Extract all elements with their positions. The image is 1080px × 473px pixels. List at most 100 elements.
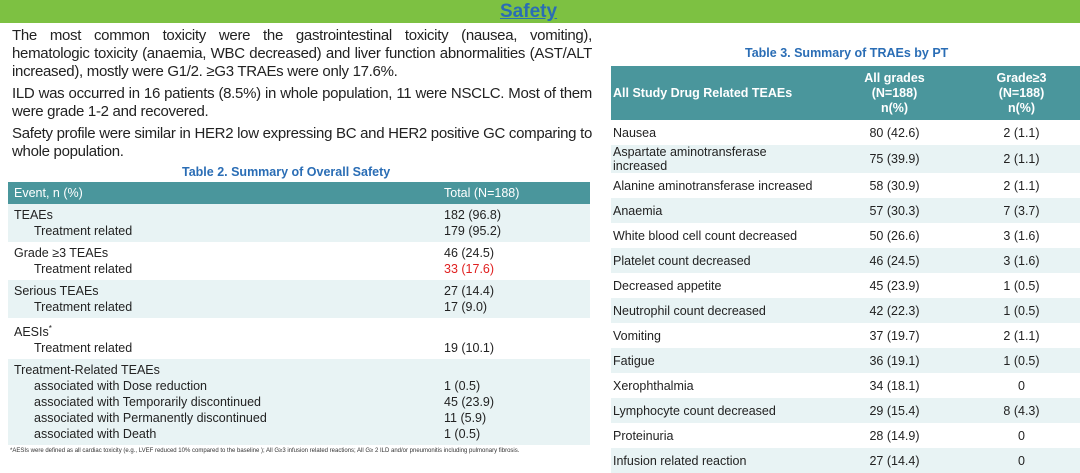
row-label-text: associated with Permanently discontinued: [34, 411, 267, 426]
preferred-term: Nausea: [613, 125, 657, 140]
row-label: Treatment-Related TEAEs: [8, 359, 438, 379]
traes-by-pt-table: All Study Drug Related TEAEs All grades (…: [611, 66, 1080, 473]
column-header: Event, n (%): [8, 182, 438, 204]
row-label-text: Treatment-Related TEAEs: [14, 363, 160, 378]
table-row: Platelet count decreased 46 (24.5) 3 (1.6): [611, 248, 1080, 273]
grade3-value: 8 (4.3): [963, 398, 1080, 423]
grade3-value: 0: [1018, 378, 1025, 393]
grade3-value: 2 (1.1): [1003, 125, 1040, 140]
table-row: Nausea 80 (42.6) 2 (1.1): [611, 120, 1080, 145]
row-value: 182 (96.8): [438, 204, 590, 223]
preferred-term: White blood cell count decreased: [613, 228, 798, 243]
all-grades-value: 46 (24.5): [826, 248, 963, 273]
table-row: Treatment related 17 (9.0): [8, 299, 590, 318]
row-label: Treatment related: [8, 261, 438, 280]
grade3-value: 7 (3.7): [963, 198, 1080, 223]
grade3-value: 2 (1.1): [963, 145, 1080, 173]
preferred-term: Xerophthalmia: [613, 378, 694, 393]
row-label: TEAEs: [8, 204, 438, 223]
summary-paragraph-2: ILD was occurred in 16 patients (8.5%) i…: [12, 85, 592, 120]
row-group: Grade ≥3 TEAEs 46 (24.5) Treatment related…: [8, 242, 590, 280]
row-group: Serious TEAEs 27 (14.4) Treatment related 1…: [8, 280, 590, 318]
all-grades-value: 42 (22.3): [826, 298, 963, 323]
all-grades-value: 58 (30.9): [869, 178, 920, 193]
grade3-value: 0: [963, 448, 1080, 473]
all-grades-value: 45 (23.9): [869, 278, 920, 293]
table-row: AESIs*: [8, 318, 590, 340]
preferred-term: Anaemia: [611, 198, 826, 223]
row-label-text: associated with Dose reduction: [34, 379, 208, 394]
table-row: Grade ≥3 TEAEs 46 (24.5): [8, 242, 590, 261]
column-header: All grades (N=188) n(%): [826, 66, 963, 120]
all-grades-value: 34 (18.1): [869, 378, 920, 393]
all-grades-value: 75 (39.9): [826, 145, 963, 173]
grade3-value: 2 (1.1): [1003, 178, 1040, 193]
table-row: Alanine aminotransferase increased 58 (30…: [611, 173, 1080, 198]
preferred-term: Vomiting: [613, 328, 661, 343]
grade3-value: 1 (0.5): [963, 298, 1080, 323]
title-banner: Safety: [0, 0, 1080, 23]
table-row: Treatment related 179 (95.2): [8, 223, 590, 242]
table-row: Fatigue 36 (19.1) 1 (0.5): [611, 348, 1080, 373]
table-row: Treatment related 33 (17.6): [8, 261, 590, 280]
table-row: White blood cell count decreased 50 (26.6…: [611, 223, 1080, 248]
table-row: associated with Temporarily discontinued…: [8, 394, 590, 411]
all-grades-value: 29 (15.4): [826, 398, 963, 423]
table3-caption: Table 3. Summary of TRAEs by PT: [745, 46, 949, 60]
table-row: associated with Dose reduction 1 (0.5): [8, 378, 590, 395]
row-label-text: associated with Death: [34, 427, 157, 442]
grade3-value: 1 (0.5): [963, 348, 1080, 373]
preferred-term: Proteinuria: [613, 428, 674, 443]
table-row: Proteinuria 28 (14.9) 0: [611, 423, 1080, 448]
grade3-value: 3 (1.6): [963, 248, 1080, 273]
left-column: The most common toxicity were the gastro…: [0, 27, 600, 455]
table2-caption: Table 2. Summary of Overall Safety: [182, 165, 391, 179]
preferred-term: Infusion related reaction: [611, 448, 826, 473]
footnote-marker: *: [48, 324, 52, 333]
row-label: associated with Temporarily discontinued: [8, 394, 438, 411]
row-label-text: Treatment related: [34, 341, 133, 356]
table-row: Lymphocyte count decreased 29 (15.4) 8 (4.…: [611, 398, 1080, 423]
all-grades-value: 80 (42.6): [869, 125, 920, 140]
preferred-term: Alanine aminotransferase increased: [613, 178, 813, 193]
table-row: Xerophthalmia 34 (18.1) 0: [611, 373, 1080, 398]
row-value: 17 (9.0): [438, 299, 590, 318]
row-label-text: AESIs: [14, 325, 49, 340]
table-row: Treatment related 19 (10.1): [8, 340, 590, 359]
table-row: Vomiting 37 (19.7) 2 (1.1): [611, 323, 1080, 348]
summary-paragraph-1: The most common toxicity were the gastro…: [12, 27, 592, 80]
row-group: Treatment-Related TEAEs associated with D…: [8, 359, 590, 446]
column-header: Total (N=188): [438, 182, 590, 204]
table2-footnote: *AESIs were defined as all cardiac toxic…: [10, 448, 520, 455]
preferred-term: Aspartate aminotransferase increased: [611, 145, 826, 173]
row-value: 179 (95.2): [438, 223, 590, 242]
grade3-value: 1 (0.5): [1003, 278, 1040, 293]
all-grades-value: 50 (26.6): [869, 228, 920, 243]
table-row: Anaemia 57 (30.3) 7 (3.7): [611, 198, 1080, 223]
row-label: Grade ≥3 TEAEs: [8, 242, 438, 261]
table-row: Decreased appetite 45 (23.9) 1 (0.5): [611, 273, 1080, 298]
row-value: 45 (23.9): [438, 394, 590, 411]
row-value: 27 (14.4): [438, 280, 590, 299]
row-value: 46 (24.5): [444, 246, 495, 260]
row-value: 1 (0.5): [438, 378, 590, 395]
all-grades-value: 57 (30.3): [826, 198, 963, 223]
row-label-text: associated with Temporarily discontinued: [34, 395, 261, 410]
preferred-term: Decreased appetite: [613, 278, 722, 293]
preferred-term: Platelet count decreased: [611, 248, 826, 273]
summary-paragraph-3: Safety profile were similar in HER2 low …: [12, 125, 592, 160]
grade3-value: 0: [1018, 428, 1025, 443]
column-header: All Study Drug Related TEAEs: [611, 66, 826, 120]
header-row: All Study Drug Related TEAEs All grades (…: [611, 66, 1080, 120]
preferred-term: Lymphocyte count decreased: [611, 398, 826, 423]
table-header: Event, n (%) Total (N=188): [8, 182, 590, 204]
row-value: 33 (17.6): [444, 262, 495, 276]
table-row: Serious TEAEs 27 (14.4): [8, 280, 590, 299]
table-row: TEAEs 182 (96.8): [8, 204, 590, 223]
row-label-text: TEAEs: [14, 208, 53, 222]
row-label: Treatment related: [8, 340, 438, 359]
row-label: associated with Death: [8, 426, 438, 446]
grade3-value: 3 (1.6): [1003, 228, 1040, 243]
all-grades-value: 28 (14.9): [869, 428, 920, 443]
table-row: Aspartate aminotransferase increased 75 (…: [611, 145, 1080, 173]
